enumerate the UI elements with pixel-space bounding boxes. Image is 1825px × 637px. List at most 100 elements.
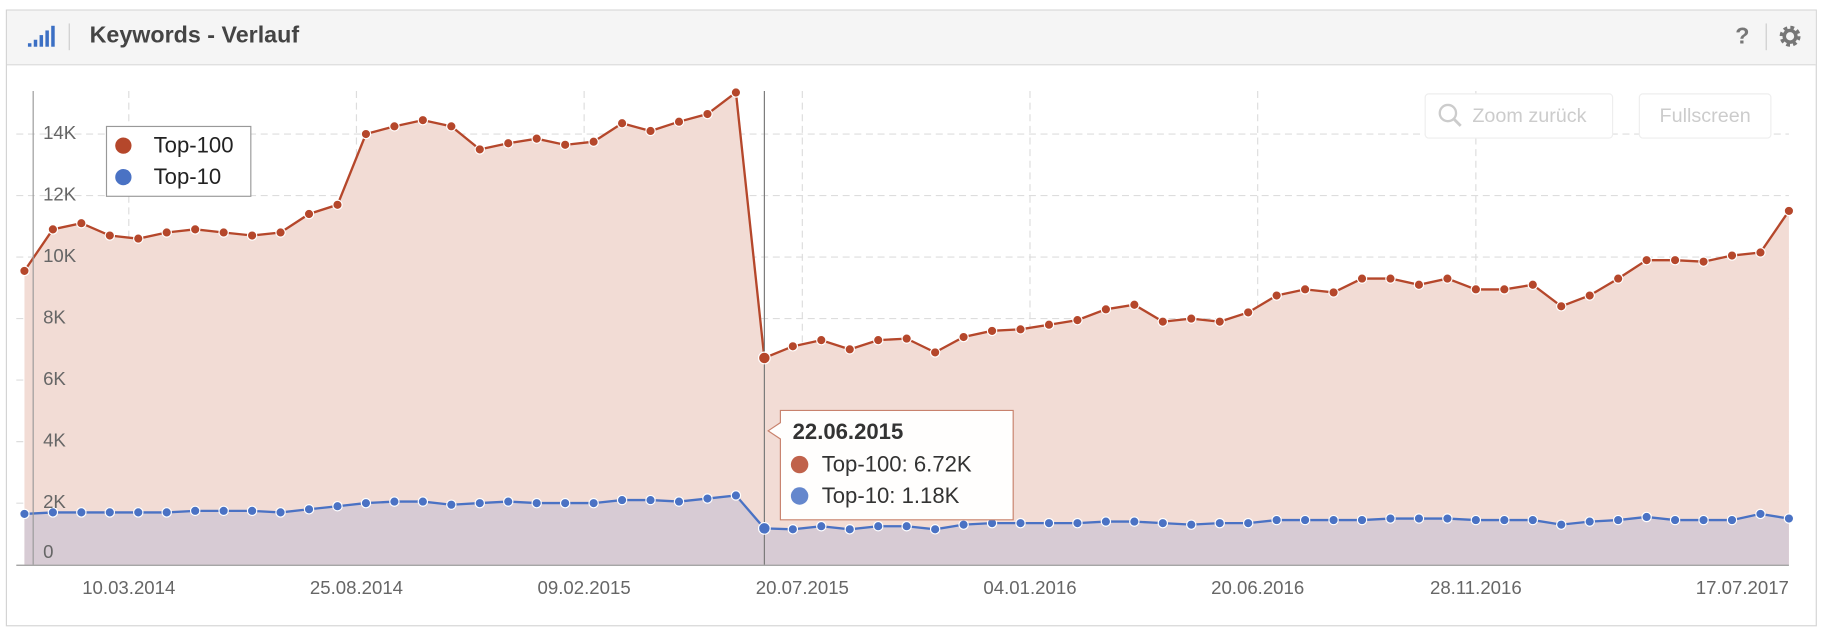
legend-item[interactable]: Top-10 xyxy=(115,164,221,189)
data-point[interactable] xyxy=(1612,514,1624,526)
data-point[interactable] xyxy=(1584,516,1595,527)
data-point[interactable] xyxy=(616,118,628,129)
data-point[interactable] xyxy=(1499,284,1510,295)
data-point[interactable] xyxy=(872,334,884,346)
data-point[interactable] xyxy=(958,519,969,530)
help-button[interactable]: ? xyxy=(1735,23,1749,49)
data-point[interactable] xyxy=(360,497,372,509)
data-point[interactable] xyxy=(133,507,144,518)
data-point[interactable] xyxy=(1129,299,1140,310)
data-point[interactable] xyxy=(757,351,771,365)
data-point[interactable] xyxy=(303,208,315,220)
data-point[interactable] xyxy=(1669,254,1681,266)
data-point[interactable] xyxy=(1783,513,1795,524)
data-point[interactable] xyxy=(730,87,742,98)
data-point[interactable] xyxy=(588,136,599,147)
data-point[interactable] xyxy=(702,493,713,504)
data-point[interactable] xyxy=(1499,514,1510,526)
data-point[interactable] xyxy=(1356,273,1368,284)
settings-button[interactable] xyxy=(1779,25,1801,47)
data-point[interactable] xyxy=(332,199,343,211)
data-point[interactable] xyxy=(417,496,429,507)
data-point[interactable] xyxy=(47,507,59,518)
data-point[interactable] xyxy=(1442,513,1453,524)
data-point[interactable] xyxy=(872,520,884,532)
data-point[interactable] xyxy=(702,108,713,120)
data-point[interactable] xyxy=(246,505,258,517)
data-point[interactable] xyxy=(1556,519,1567,530)
data-point[interactable] xyxy=(1242,517,1254,529)
data-point[interactable] xyxy=(189,224,201,235)
data-point[interactable] xyxy=(816,520,827,532)
fullscreen-button[interactable]: Fullscreen xyxy=(1638,93,1772,139)
data-point[interactable] xyxy=(901,520,912,532)
data-point[interactable] xyxy=(1043,319,1055,330)
data-point[interactable] xyxy=(1442,273,1453,284)
data-point[interactable] xyxy=(1641,511,1652,523)
data-point[interactable] xyxy=(673,116,685,127)
data-point[interactable] xyxy=(1698,514,1709,526)
data-point[interactable] xyxy=(1299,514,1311,526)
data-point[interactable] xyxy=(531,133,542,144)
data-point[interactable] xyxy=(275,507,286,518)
data-point[interactable] xyxy=(1556,301,1567,312)
data-point[interactable] xyxy=(1783,205,1795,217)
data-point[interactable] xyxy=(1157,316,1169,327)
data-point[interactable] xyxy=(588,497,599,509)
data-point[interactable] xyxy=(1413,513,1425,524)
data-point[interactable] xyxy=(1157,517,1169,529)
data-point[interactable] xyxy=(332,500,343,512)
data-point[interactable] xyxy=(503,138,514,149)
data-point[interactable] xyxy=(161,227,172,238)
data-point[interactable] xyxy=(787,524,799,535)
data-point[interactable] xyxy=(1186,313,1197,324)
data-point[interactable] xyxy=(673,496,685,507)
data-point[interactable] xyxy=(1186,519,1197,530)
data-point[interactable] xyxy=(844,524,855,535)
data-point[interactable] xyxy=(1214,517,1225,529)
data-point[interactable] xyxy=(1129,516,1140,527)
data-point[interactable] xyxy=(1015,517,1026,529)
data-point[interactable] xyxy=(246,230,258,241)
data-point[interactable] xyxy=(133,233,144,244)
data-point[interactable] xyxy=(1328,514,1339,526)
data-point[interactable] xyxy=(1527,514,1539,526)
data-point[interactable] xyxy=(189,505,201,517)
data-point[interactable] xyxy=(1299,284,1311,295)
data-point[interactable] xyxy=(1726,514,1738,526)
data-point[interactable] xyxy=(1043,517,1055,529)
data-point[interactable] xyxy=(559,139,571,151)
data-point[interactable] xyxy=(104,507,116,518)
data-point[interactable] xyxy=(1072,314,1083,326)
data-point[interactable] xyxy=(104,230,116,241)
data-point[interactable] xyxy=(1328,287,1339,298)
data-point[interactable] xyxy=(446,121,457,132)
data-point[interactable] xyxy=(1527,279,1539,290)
data-point[interactable] xyxy=(389,496,400,507)
data-point[interactable] xyxy=(1698,256,1709,267)
data-point[interactable] xyxy=(1385,513,1396,524)
legend-item[interactable]: Top-100 xyxy=(115,133,234,158)
zoom-button[interactable]: Zoom zurück xyxy=(1424,93,1614,139)
data-point[interactable] xyxy=(1470,284,1482,295)
data-point[interactable] xyxy=(1214,316,1225,327)
data-point[interactable] xyxy=(47,224,59,235)
data-point[interactable] xyxy=(1470,514,1482,526)
data-point[interactable] xyxy=(161,507,172,518)
data-point[interactable] xyxy=(929,347,941,358)
data-point[interactable] xyxy=(757,521,771,535)
data-point[interactable] xyxy=(1356,514,1368,526)
data-point[interactable] xyxy=(787,341,799,352)
data-point[interactable] xyxy=(1242,307,1254,318)
data-point[interactable] xyxy=(816,334,827,346)
data-point[interactable] xyxy=(417,114,429,126)
data-point[interactable] xyxy=(844,344,855,355)
data-point[interactable] xyxy=(76,507,87,518)
data-point[interactable] xyxy=(19,508,30,520)
data-point[interactable] xyxy=(645,125,656,137)
data-point[interactable] xyxy=(616,494,628,506)
data-point[interactable] xyxy=(929,524,941,535)
data-point[interactable] xyxy=(1015,324,1026,335)
data-point[interactable] xyxy=(1726,250,1738,261)
data-point[interactable] xyxy=(19,265,30,277)
